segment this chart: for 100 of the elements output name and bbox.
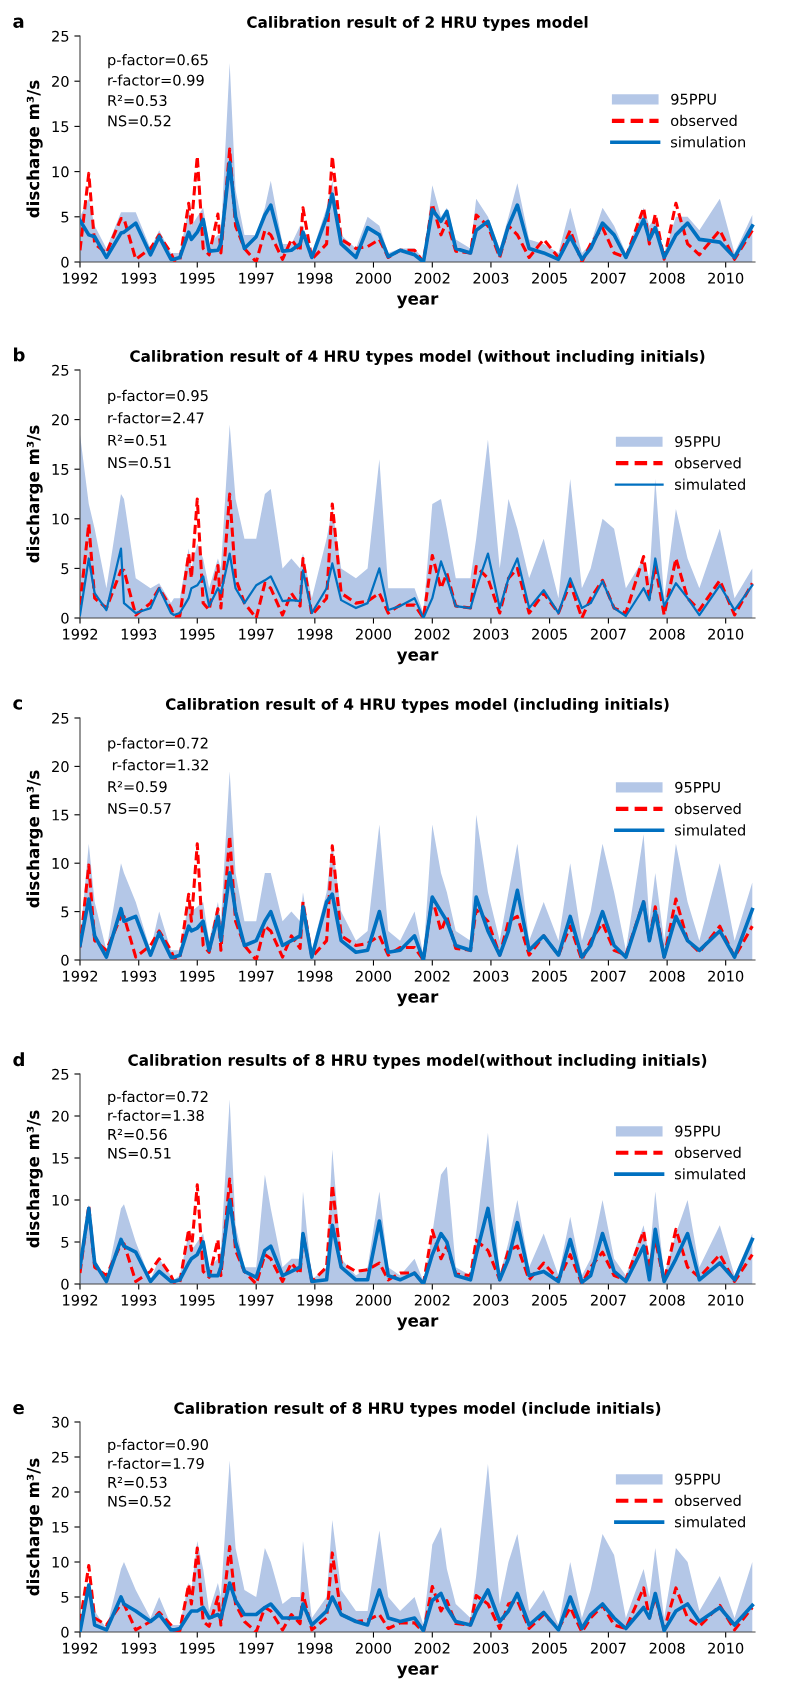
x-tick-label: 2002 (414, 970, 450, 982)
y-axis-title: discharge m³/s (26, 1110, 43, 1248)
x-axis-title: year (396, 993, 439, 1007)
x-tick-label: 2002 (414, 628, 450, 640)
x-tick-label: 1995 (180, 1642, 215, 1654)
legend-label: 95PPU (675, 1473, 720, 1485)
annotation: R²=0.53 (108, 95, 167, 107)
y-tick-label: 25 (52, 364, 69, 376)
annotation: R²=0.51 (108, 434, 167, 446)
annotation: NS=0.51 (108, 457, 171, 469)
x-tick-label: 2008 (649, 1294, 685, 1306)
annotation: NS=0.52 (108, 115, 171, 127)
annotation: R²=0.59 (108, 781, 167, 793)
x-tick-label: 2010 (708, 1642, 744, 1654)
y-tick-label: 10 (52, 1194, 69, 1206)
legend-label: simulated (675, 1516, 745, 1528)
y-tick-label: 10 (52, 1556, 69, 1568)
text: b (14, 347, 25, 362)
x-tick-label: 2000 (355, 272, 392, 284)
y-tick-label: 5 (61, 1591, 69, 1603)
x-tick-label: 1998 (297, 628, 333, 640)
y-tick-label: 10 (52, 857, 69, 869)
x-tick-label: 2010 (708, 628, 744, 640)
y-tick-label: 0 (61, 612, 69, 624)
x-tick-label: 2005 (532, 1294, 567, 1306)
x-tick-label: 2002 (414, 1642, 450, 1654)
y-tick-label: 5 (61, 906, 69, 918)
chart-title: Calibration result of 4 HRU types model (including initials) (165, 698, 669, 713)
legend-label: simulated (675, 478, 745, 490)
x-tick-label: 2000 (355, 628, 392, 640)
text: d (13, 1052, 24, 1067)
annotation: p-factor=0.95 (108, 389, 208, 404)
x-tick-label: 1995 (180, 628, 215, 640)
y-tick-label: 0 (61, 954, 69, 966)
legend-label: 95PPU (675, 1125, 720, 1137)
y-tick-label: 5 (61, 563, 69, 575)
x-tick-label: 2002 (414, 272, 450, 284)
chart-title: Calibration results of 8 HRU types model(without including initials) (128, 1054, 707, 1069)
x-tick-label: 1993 (121, 1294, 157, 1306)
annotation: p-factor=0.72 (108, 1090, 208, 1105)
y-tick-label: 25 (52, 1068, 69, 1080)
x-axis-title: year (396, 295, 439, 309)
y-axis-title: discharge m³/s (26, 770, 43, 908)
annotation: R²=0.53 (108, 1476, 167, 1488)
legend-label: observed (675, 1494, 741, 1507)
legend-label: 95PPU (675, 781, 720, 793)
x-tick-label: 1997 (239, 272, 274, 284)
x-axis-title: year (396, 651, 439, 665)
y-tick-label: 30 (52, 1416, 69, 1428)
y-tick-label: 20 (52, 1110, 69, 1122)
legend-label: simulated (675, 824, 745, 836)
y-tick-label: 5 (61, 1236, 69, 1248)
y-tick-label: 15 (52, 1521, 69, 1533)
annotation: r-factor=0.99 (108, 74, 204, 86)
y-tick-label: 20 (52, 414, 69, 426)
x-tick-label: 2008 (649, 1642, 685, 1654)
y-tick-label: 20 (52, 761, 69, 773)
x-tick-label: 1993 (121, 1642, 157, 1654)
annotation: NS=0.51 (108, 1147, 171, 1159)
x-tick-label: 2007 (590, 1294, 626, 1306)
x-tick-label: 1992 (63, 1294, 98, 1306)
y-tick-label: 5 (61, 211, 69, 223)
legend-label: observed (671, 114, 737, 127)
legend-label: observed (675, 457, 741, 469)
x-tick-label: 2003 (473, 628, 509, 640)
y-tick-label: 15 (52, 121, 69, 133)
x-tick-label: 1992 (63, 628, 98, 640)
x-tick-label: 2003 (473, 1642, 509, 1654)
x-tick-label: 1993 (121, 272, 157, 284)
x-tick-label: 2003 (473, 272, 509, 284)
y-tick-label: 15 (52, 1152, 69, 1164)
y-axis-title: discharge m³/s (26, 1458, 43, 1596)
text: e (13, 1403, 24, 1415)
x-tick-label: 1997 (239, 970, 274, 982)
y-tick-label: 20 (52, 75, 69, 87)
annotation: r-factor=1.38 (108, 1109, 204, 1121)
x-tick-label: 1993 (121, 628, 157, 640)
y-tick-label: 15 (52, 464, 69, 475)
text: c (13, 699, 22, 710)
y-tick-label: 15 (52, 809, 69, 821)
x-tick-label: 2007 (590, 970, 626, 982)
y-tick-label: 10 (52, 513, 69, 525)
x-tick-label: 1992 (63, 272, 98, 284)
legend-label: 95PPU (671, 93, 716, 105)
x-axis-title: year (396, 1665, 439, 1679)
chart-title: Calibration result of 2 HRU types model (247, 16, 588, 31)
x-tick-label: 1997 (239, 1294, 274, 1306)
y-tick-label: 0 (61, 1278, 69, 1290)
x-tick-label: 1997 (239, 1642, 274, 1654)
legend-label: simulated (675, 1168, 745, 1180)
annotation: R²=0.56 (108, 1128, 167, 1140)
legend-label: observed (675, 1146, 741, 1159)
annotation: r-factor=1.79 (108, 1457, 204, 1469)
annotation: p-factor=0.65 (108, 54, 208, 69)
x-tick-label: 2007 (590, 1642, 626, 1654)
y-tick-label: 25 (52, 1451, 69, 1463)
chart-title: Calibration result of 8 HRU types model (include initials) (174, 1402, 661, 1417)
x-tick-label: 2003 (473, 1294, 509, 1306)
x-tick-label: 1995 (180, 1294, 215, 1306)
annotation: p-factor=0.72 (108, 737, 208, 752)
